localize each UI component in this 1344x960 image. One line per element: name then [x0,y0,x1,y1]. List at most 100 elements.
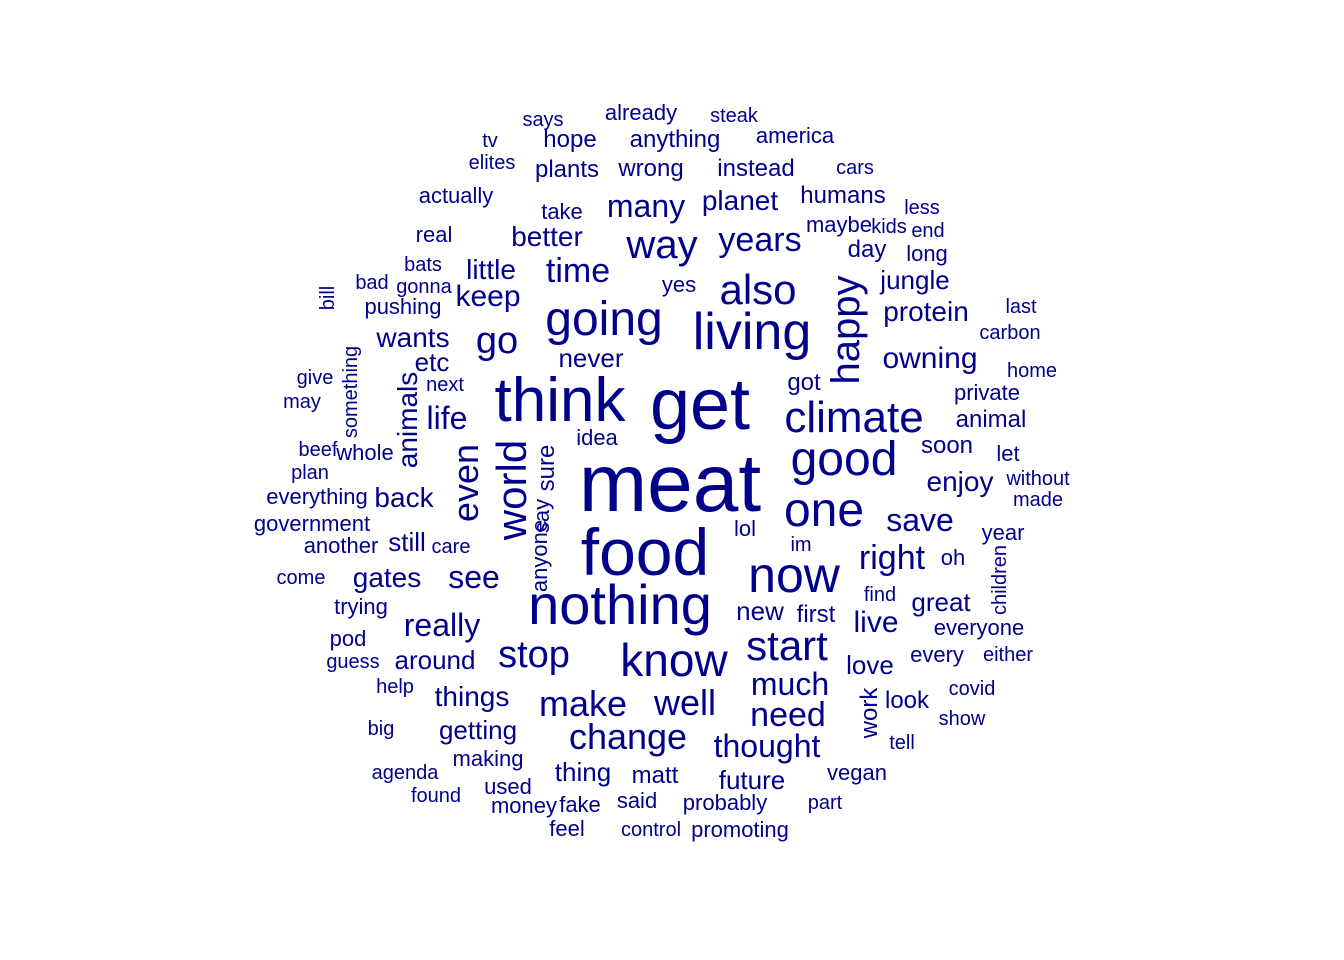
word-im: im [790,534,812,556]
word-made: made [1012,489,1064,511]
word-covid: covid [948,678,996,700]
word-climate: climate [784,393,924,442]
word-around: around [394,645,476,675]
word-better: better [511,221,583,252]
word-really: really [403,607,481,643]
word-making: making [452,746,524,771]
word-lol: lol [733,516,757,541]
word-feel: feel [549,816,585,841]
word-pod: pod [329,626,367,651]
word-see: see [448,559,500,595]
word-little: little [466,254,516,285]
word-well: well [653,682,717,723]
word-enjoy: enjoy [926,466,994,497]
word-back: back [374,482,434,513]
word-animals: animals [392,371,423,469]
word-things: things [434,681,510,712]
word-meat: meat [578,438,762,529]
word-got: got [787,369,821,396]
word-actually: actually [418,183,494,208]
word-idea: idea [576,425,618,450]
word-need: need [750,696,826,734]
word-real: real [415,222,453,247]
word-plan: plan [291,462,329,484]
word-bad: bad [355,272,389,294]
word-may: may [283,391,321,413]
word-never: never [558,343,624,373]
word-stop: stop [498,634,570,676]
word-now: now [748,547,840,603]
word-probably: probably [682,790,768,815]
word-food: food [580,515,710,589]
word-thought: thought [713,728,821,764]
word-steak: steak [710,105,758,127]
word-think: think [494,366,626,435]
word-gates: gates [352,562,422,593]
word-elites: elites [468,152,516,174]
word-living: living [692,303,812,361]
word-life: life [426,400,468,436]
word-part: part [807,792,843,814]
word-make: make [538,683,628,724]
word-whole: whole [336,440,394,465]
word-long: long [906,241,948,266]
word-everything: everything [266,484,368,509]
word-maybe: maybe [805,212,873,237]
word-etc: etc [414,347,450,377]
word-children: children [989,544,1011,616]
word-one: one [783,484,865,537]
word-help: help [376,676,414,698]
word-says: says [522,109,564,131]
word-already: already [604,100,678,125]
word-save: save [886,502,954,538]
word-trying: trying [334,594,388,619]
word-every: every [910,642,964,667]
word-take: take [541,199,583,224]
word-anything: anything [629,126,721,153]
word-everyone: everyone [933,615,1025,640]
word-love: love [846,650,894,680]
word-oh: oh [940,545,966,570]
word-give: give [296,367,334,389]
word-look: look [884,687,930,714]
word-getting: getting [438,715,518,745]
word-plants: plants [534,156,600,183]
word-carbon: carbon [979,322,1041,344]
word-wants: wants [376,322,450,353]
word-come: come [276,567,326,589]
word-kids: kids [871,216,907,238]
word-pushing: pushing [364,294,442,319]
word-without: without [1006,468,1070,490]
word-nothing: nothing [528,573,712,636]
word-used: used [484,774,532,799]
word-going: going [545,293,663,346]
word-great: great [911,587,971,617]
word-years: years [718,221,802,259]
word-big: big [367,718,395,740]
word-either: either [982,644,1034,666]
word-future: future [718,765,786,795]
word-live: live [853,606,899,639]
word-found: found [410,785,462,807]
word-happy: happy [824,275,868,385]
word-get: get [649,365,751,445]
word-less: less [904,197,940,219]
word-know: know [620,634,728,686]
word-tv: tv [482,130,498,152]
word-bill: bill [317,285,339,311]
word-also: also [719,266,797,313]
word-way: way [626,223,698,267]
word-planet: planet [701,185,779,216]
word-next: next [426,374,464,396]
word-end: end [911,220,945,242]
word-something: something [340,345,362,439]
word-let: let [996,441,1020,466]
word-cars: cars [836,157,874,179]
word-change: change [568,716,688,757]
word-yes: yes [661,272,697,297]
word-agenda: agenda [371,762,439,784]
word-many: many [606,188,686,224]
word-beef: beef [298,439,338,461]
word-money: money [490,793,558,818]
